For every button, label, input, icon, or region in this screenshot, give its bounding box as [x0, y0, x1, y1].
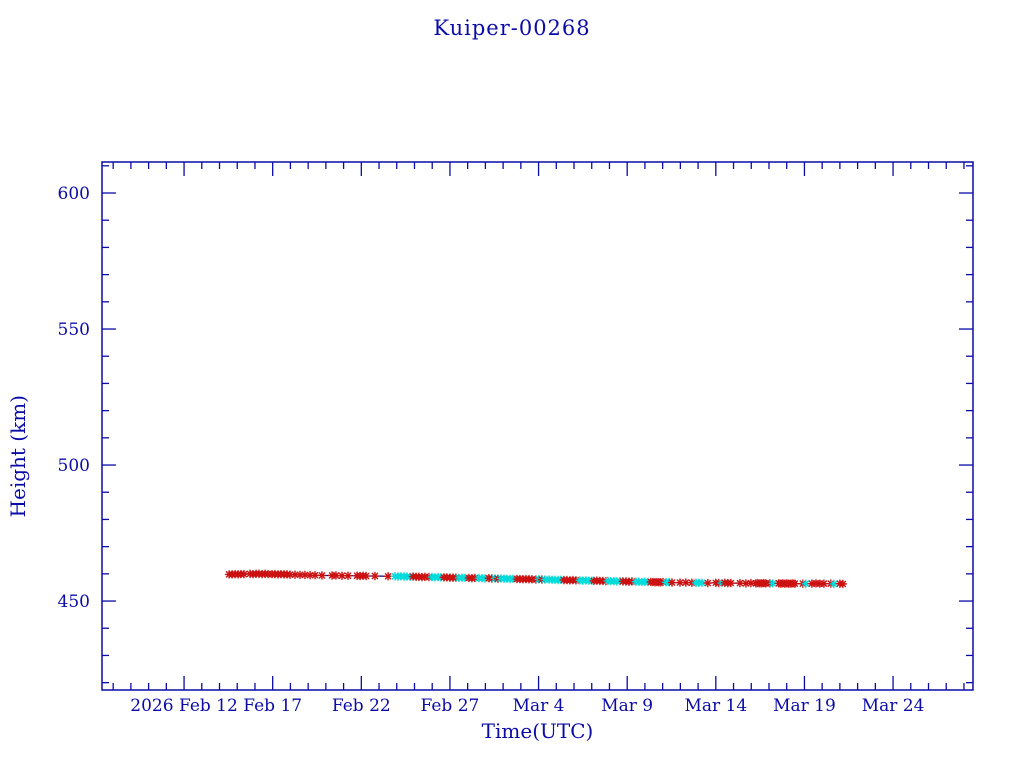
x-tick-label: Mar 14: [684, 696, 747, 716]
data-point-marker: [310, 570, 320, 580]
data-point-marker: [838, 579, 848, 589]
data-point-marker: [675, 578, 685, 587]
y-axis-title: Height (km): [6, 394, 30, 518]
data-point-marker: [295, 570, 305, 580]
data-point-marker: [317, 571, 327, 580]
y-axis-title-wrap: Height (km): [4, 192, 32, 720]
data-point-marker: [305, 570, 315, 580]
data-point-marker: [703, 578, 713, 588]
data-point-marker: [790, 579, 800, 588]
data-point-marker: [726, 578, 736, 588]
x-tick-label: Mar 9: [601, 696, 653, 716]
x-tick-label: Feb 27: [421, 696, 480, 716]
data-point-marker: [300, 570, 310, 580]
data-point-marker: [370, 571, 380, 581]
data-point-marker: [383, 571, 393, 581]
data-point-marker: [735, 578, 745, 588]
data-point-marker: [829, 579, 839, 589]
x-tick-label: Mar 4: [513, 696, 565, 716]
y-tick-label: 600: [58, 184, 90, 204]
axes-frame: [101, 161, 974, 691]
x-tick-label: Mar 24: [862, 696, 925, 716]
data-point-marker: [290, 570, 300, 579]
data-point-marker: [337, 571, 347, 581]
y-tick-label: 550: [58, 320, 90, 340]
y-tick-label: 450: [58, 592, 90, 612]
x-tick-label: 2026 Feb 12: [130, 696, 238, 716]
x-tick-label: Feb 17: [243, 696, 302, 716]
x-tick-label: Mar 19: [773, 696, 836, 716]
x-axis-title: Time(UTC): [481, 719, 594, 743]
chart-title: Kuiper-00268: [433, 16, 591, 40]
data-point-marker: [343, 571, 353, 581]
data-point-marker: [819, 579, 829, 588]
x-tick-label: Feb 22: [332, 696, 391, 716]
data-point-marker: [667, 578, 677, 587]
data-point-marker: [361, 571, 371, 581]
y-tick-label: 500: [58, 456, 90, 476]
